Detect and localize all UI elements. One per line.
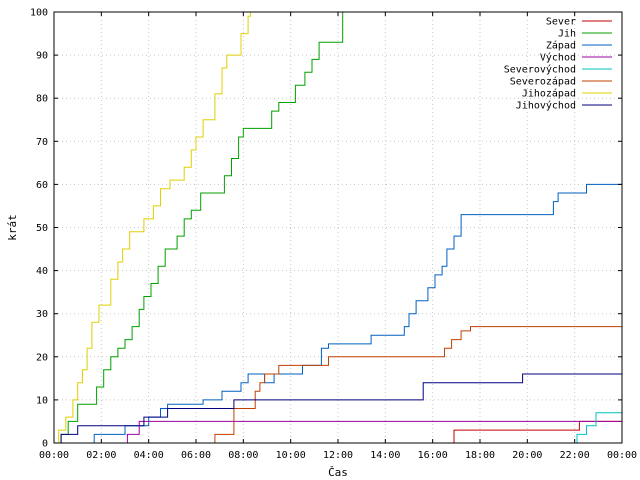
y-tick-label: 90 — [36, 51, 48, 62]
legend-label: Sever — [546, 17, 576, 28]
x-tick-label: 12:00 — [323, 450, 353, 461]
y-tick-label: 20 — [36, 352, 48, 363]
y-tick-label: 10 — [36, 395, 48, 406]
y-axis: 0 10 20 30 40 50 60 70 80 90 100 — [30, 8, 622, 450]
x-tick-label: 10:00 — [276, 450, 306, 461]
legend-label: Severovýchod — [504, 64, 576, 76]
x-tick-label: 08:00 — [228, 450, 258, 461]
series-line-4 — [574, 412, 622, 444]
x-tick-label: 00:00 — [607, 450, 637, 461]
series-line-5 — [212, 326, 622, 444]
y-axis-title: krát — [6, 214, 19, 241]
x-tick-label: 14:00 — [370, 450, 400, 461]
x-axis-title: Čas — [328, 466, 348, 479]
legend-label: Jihovýchod — [516, 100, 576, 112]
y-tick-label: 30 — [36, 309, 48, 320]
x-tick-label: 18:00 — [465, 450, 495, 461]
x-tick-label: 00:00 — [39, 450, 69, 461]
x-tick-label: 22:00 — [560, 450, 590, 461]
y-tick-label: 60 — [36, 180, 48, 191]
x-axis: 00:00 02:00 04:00 06:00 08:00 10:00 12:00 14:00… — [39, 12, 637, 461]
series-line-6 — [54, 12, 251, 444]
series-line-7 — [54, 373, 622, 444]
y-tick-label: 80 — [36, 94, 48, 105]
series-line-1 — [58, 12, 344, 444]
legend-label: Severozápad — [510, 76, 576, 88]
legend-label: Západ — [546, 40, 576, 52]
x-tick-label: 06:00 — [181, 450, 211, 461]
legend: SeverJihZápadVýchodSeverovýchodSeverozáp… — [504, 17, 612, 112]
y-tick-label: 100 — [30, 8, 48, 19]
y-tick-label: 40 — [36, 266, 48, 277]
x-tick-label: 02:00 — [86, 450, 116, 461]
y-tick-label: 0 — [42, 439, 48, 450]
x-tick-label: 04:00 — [134, 450, 164, 461]
legend-label: Východ — [540, 52, 576, 64]
legend-label: Jih — [558, 29, 576, 40]
x-tick-label: 16:00 — [418, 450, 448, 461]
y-tick-label: 50 — [36, 223, 48, 234]
x-tick-label: 20:00 — [512, 450, 542, 461]
legend-label: Jihozápad — [522, 88, 576, 100]
y-tick-label: 70 — [36, 137, 48, 148]
